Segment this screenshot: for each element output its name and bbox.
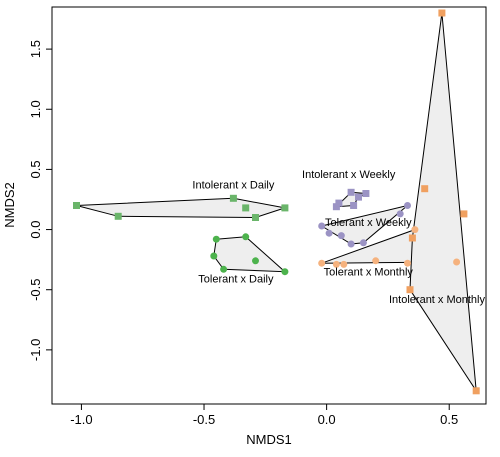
y-tick-label: 1.0 (28, 100, 43, 118)
point-intolerant-x-weekly-3 (350, 202, 358, 209)
point-intolerant-x-daily-4 (252, 214, 259, 221)
point-tolerant-x-monthly-3 (372, 257, 380, 265)
group-label-layer: Intolerant x Daily Tolerant x Daily Intole… (192, 169, 485, 306)
point-tolerant-x-monthly-2 (340, 260, 348, 268)
group-label-tolerant-x-weekly: Tolerant x Weekly (325, 217, 412, 229)
point-intolerant-x-daily-2 (229, 194, 237, 202)
point-intolerant-x-weekly-0 (332, 203, 340, 211)
point-tolerant-x-daily-0 (212, 235, 220, 243)
group-label-tolerant-x-daily: Tolerant x Daily (198, 274, 274, 286)
point-intolerant-x-weekly-2 (347, 188, 355, 196)
point-intolerant-x-daily-3 (242, 204, 250, 212)
y-tick-label: 0.5 (28, 160, 43, 178)
point-intolerant-x-monthly-0 (406, 286, 414, 294)
group-label-intolerant-x-weekly: Intolerant x Weekly (302, 169, 396, 181)
point-tolerant-x-monthly-6 (453, 258, 461, 266)
point-tolerant-x-daily-4 (252, 257, 259, 265)
point-intolerant-x-monthly-2 (421, 185, 429, 193)
point-tolerant-x-weekly-6 (404, 202, 411, 209)
point-tolerant-x-monthly-1 (332, 260, 340, 268)
x-tick-label: -1.0 (70, 412, 92, 427)
point-intolerant-x-daily-0 (73, 202, 80, 209)
point-tolerant-x-monthly-0 (318, 259, 326, 267)
points-layer (73, 9, 480, 395)
point-tolerant-x-daily-1 (210, 252, 218, 260)
point-intolerant-x-weekly-4 (355, 193, 362, 201)
hull-intolerant-x-daily (76, 197, 286, 219)
point-tolerant-x-weekly-1 (325, 229, 333, 237)
point-tolerant-x-weekly-2 (337, 232, 345, 240)
point-intolerant-x-monthly-1 (408, 234, 416, 242)
point-intolerant-x-daily-5 (281, 204, 289, 212)
x-axis: -1.0 -0.5 0.0 0.5 (70, 404, 458, 427)
point-intolerant-x-monthly-4 (460, 210, 468, 218)
group-label-intolerant-x-monthly: Intolerant x Monthly (389, 294, 485, 306)
y-tick-label: 1.5 (28, 40, 43, 58)
plot-frame (51, 6, 487, 405)
point-tolerant-x-weekly-5 (396, 210, 404, 218)
y-axis-title: NMDS2 (2, 182, 17, 228)
x-tick-label: -0.5 (193, 412, 215, 427)
point-tolerant-x-daily-2 (220, 265, 228, 273)
x-axis-title: NMDS1 (246, 432, 292, 447)
y-tick-label: -1.0 (28, 339, 43, 361)
point-tolerant-x-weekly-4 (359, 239, 367, 247)
point-intolerant-x-monthly-3 (438, 9, 446, 17)
hull-layer (76, 12, 477, 392)
point-tolerant-x-weekly-0 (318, 222, 326, 230)
point-intolerant-x-weekly-1 (335, 199, 343, 207)
hull-intolerant-x-monthly (409, 12, 477, 392)
point-tolerant-x-daily-5 (281, 268, 289, 276)
x-tick-label: 0.5 (440, 412, 458, 427)
point-intolerant-x-monthly-5 (472, 387, 480, 395)
x-tick-label: 0.0 (318, 412, 336, 427)
point-tolerant-x-daily-3 (242, 233, 250, 241)
y-axis: -1.0 -0.5 0.0 0.5 1.0 1.5 (28, 40, 52, 361)
y-tick-label: -0.5 (28, 278, 43, 300)
point-tolerant-x-monthly-4 (404, 259, 411, 267)
point-tolerant-x-weekly-3 (347, 240, 355, 248)
y-tick-label: 0.0 (28, 221, 43, 239)
point-tolerant-x-monthly-5 (411, 226, 419, 234)
group-label-intolerant-x-daily: Intolerant x Daily (192, 180, 274, 192)
point-intolerant-x-daily-1 (114, 212, 122, 220)
group-label-tolerant-x-monthly: Tolerant x Monthly (324, 266, 414, 278)
point-intolerant-x-weekly-5 (362, 190, 370, 197)
